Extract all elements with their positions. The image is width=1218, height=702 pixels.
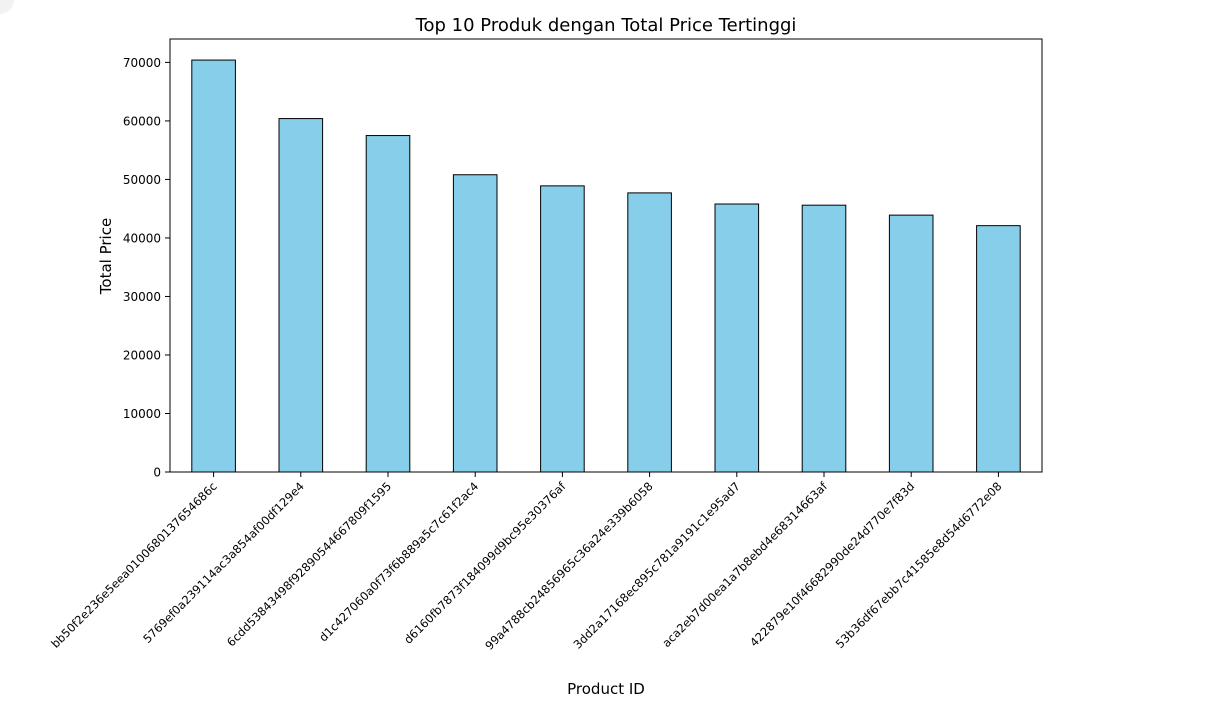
bar [714, 203, 760, 473]
y-tick-label: 10000 [123, 407, 161, 421]
y-tick-label: 40000 [123, 231, 161, 245]
x-tick-label: 6cdd53843498f92890544667809f1595 [224, 479, 394, 649]
x-tick-label: 3dd2a17168ec895c781a9191c1e95ad7 [571, 479, 743, 651]
y-tick-label: 0 [153, 466, 161, 480]
y-tick-label: 20000 [123, 348, 161, 362]
x-tick-label: 422879e10f46682990de24d770e7f83d [747, 479, 917, 649]
bar [452, 174, 498, 473]
bar [365, 135, 411, 473]
x-tick-label: 99a4788cb24856965c36a24e339b6058 [482, 479, 655, 652]
bar [801, 204, 847, 473]
y-tick-label: 60000 [123, 114, 161, 128]
y-axis-label: Total Price [97, 218, 115, 295]
chart-title: Top 10 Produk dengan Total Price Terting… [415, 15, 797, 36]
y-tick-label: 70000 [123, 56, 161, 70]
x-axis: bb50f2e236e5eea0100680137654686c5769ef0a… [48, 472, 1005, 653]
plot-frame [169, 38, 1043, 473]
bars-group [191, 59, 1021, 473]
bar [540, 185, 585, 473]
x-tick-label: d6160fb7873f184099d9bc95e30376af [401, 479, 569, 647]
bar [191, 59, 236, 473]
x-axis-label: Product ID [567, 680, 645, 698]
bar [278, 118, 324, 473]
x-tick-label: bb50f2e236e5eea0100680137654686c [48, 479, 220, 651]
bar [976, 225, 1021, 473]
bar [627, 192, 672, 473]
y-tick-label: 50000 [123, 173, 161, 187]
x-tick-label: d1c427060a0f73f6b889a5c7c61f2ac4 [316, 479, 481, 644]
bar [888, 214, 934, 473]
y-axis: 0 10000 20000 30000 40000 50000 60000 70000 [123, 56, 170, 480]
x-tick-label: 5769ef0a239114ac3a854af00df129e4 [140, 479, 307, 646]
y-tick-label: 30000 [123, 290, 161, 304]
x-tick-label: aca2eb7d00ea1a7b8ebd4e68314663af [659, 479, 830, 650]
x-tick-label: 53b36df67ebb7c41585e8d54d6772e08 [833, 479, 1005, 651]
